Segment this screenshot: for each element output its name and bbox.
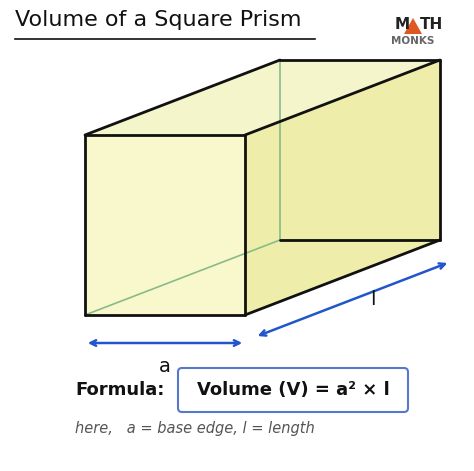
Text: Volume (V) = a² × l: Volume (V) = a² × l (197, 381, 389, 399)
Text: l: l (370, 290, 375, 309)
Text: TH: TH (420, 17, 443, 32)
Text: here,   a = base edge, l = length: here, a = base edge, l = length (75, 421, 315, 436)
Text: M: M (395, 17, 410, 32)
Text: Formula:: Formula: (75, 381, 164, 399)
FancyBboxPatch shape (178, 368, 408, 412)
Text: MONKS: MONKS (392, 36, 435, 46)
Polygon shape (85, 60, 440, 135)
Polygon shape (404, 18, 422, 34)
Text: Volume of a Square Prism: Volume of a Square Prism (15, 10, 301, 30)
Polygon shape (245, 60, 440, 315)
Polygon shape (85, 135, 245, 315)
Text: a: a (159, 357, 171, 376)
